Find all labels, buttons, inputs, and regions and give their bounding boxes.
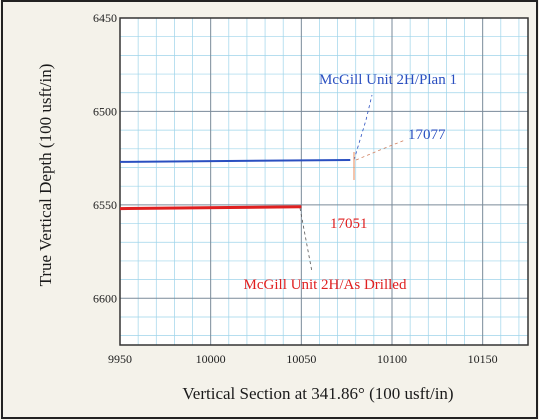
plan-series-line (119, 159, 351, 163)
minor-grid (120, 18, 528, 345)
drilled-leader-line (299, 207, 313, 273)
x-tick-label: 10150 (468, 352, 498, 366)
y-tick-label: 6500 (93, 104, 117, 118)
x-tick-labels: 9950 10000 10050 10100 10150 (108, 352, 498, 366)
y-tick-label: 6550 (93, 198, 117, 212)
x-tick-label: 10100 (377, 352, 407, 366)
x-tick-label: 10050 (286, 352, 316, 366)
x-tick-label: 10000 (196, 352, 226, 366)
plan-series-label: McGill Unit 2H/Plan 1 (319, 72, 457, 88)
x-tick-label: 9950 (108, 352, 132, 366)
plan-leader-line (353, 94, 373, 161)
drilled-value-label: 17051 (330, 216, 368, 232)
y-tick-labels: 6450 6500 6550 6600 (93, 11, 117, 305)
plan-value-leader (355, 139, 406, 161)
drilled-series-line (119, 205, 302, 211)
plan-value-label: 17077 (408, 127, 446, 143)
plot-area (120, 18, 528, 345)
x-axis-title: Vertical Section at 341.86° (100 usft/in… (182, 384, 453, 403)
y-axis-title: True Vertical Depth (100 usft/in) (36, 64, 55, 287)
y-tick-label: 6450 (93, 11, 117, 25)
y-tick-label: 6600 (93, 291, 117, 305)
plot-border (119, 17, 529, 346)
drilled-series-label: McGill Unit 2H/As Drilled (244, 277, 407, 293)
series-layer (119, 159, 351, 211)
